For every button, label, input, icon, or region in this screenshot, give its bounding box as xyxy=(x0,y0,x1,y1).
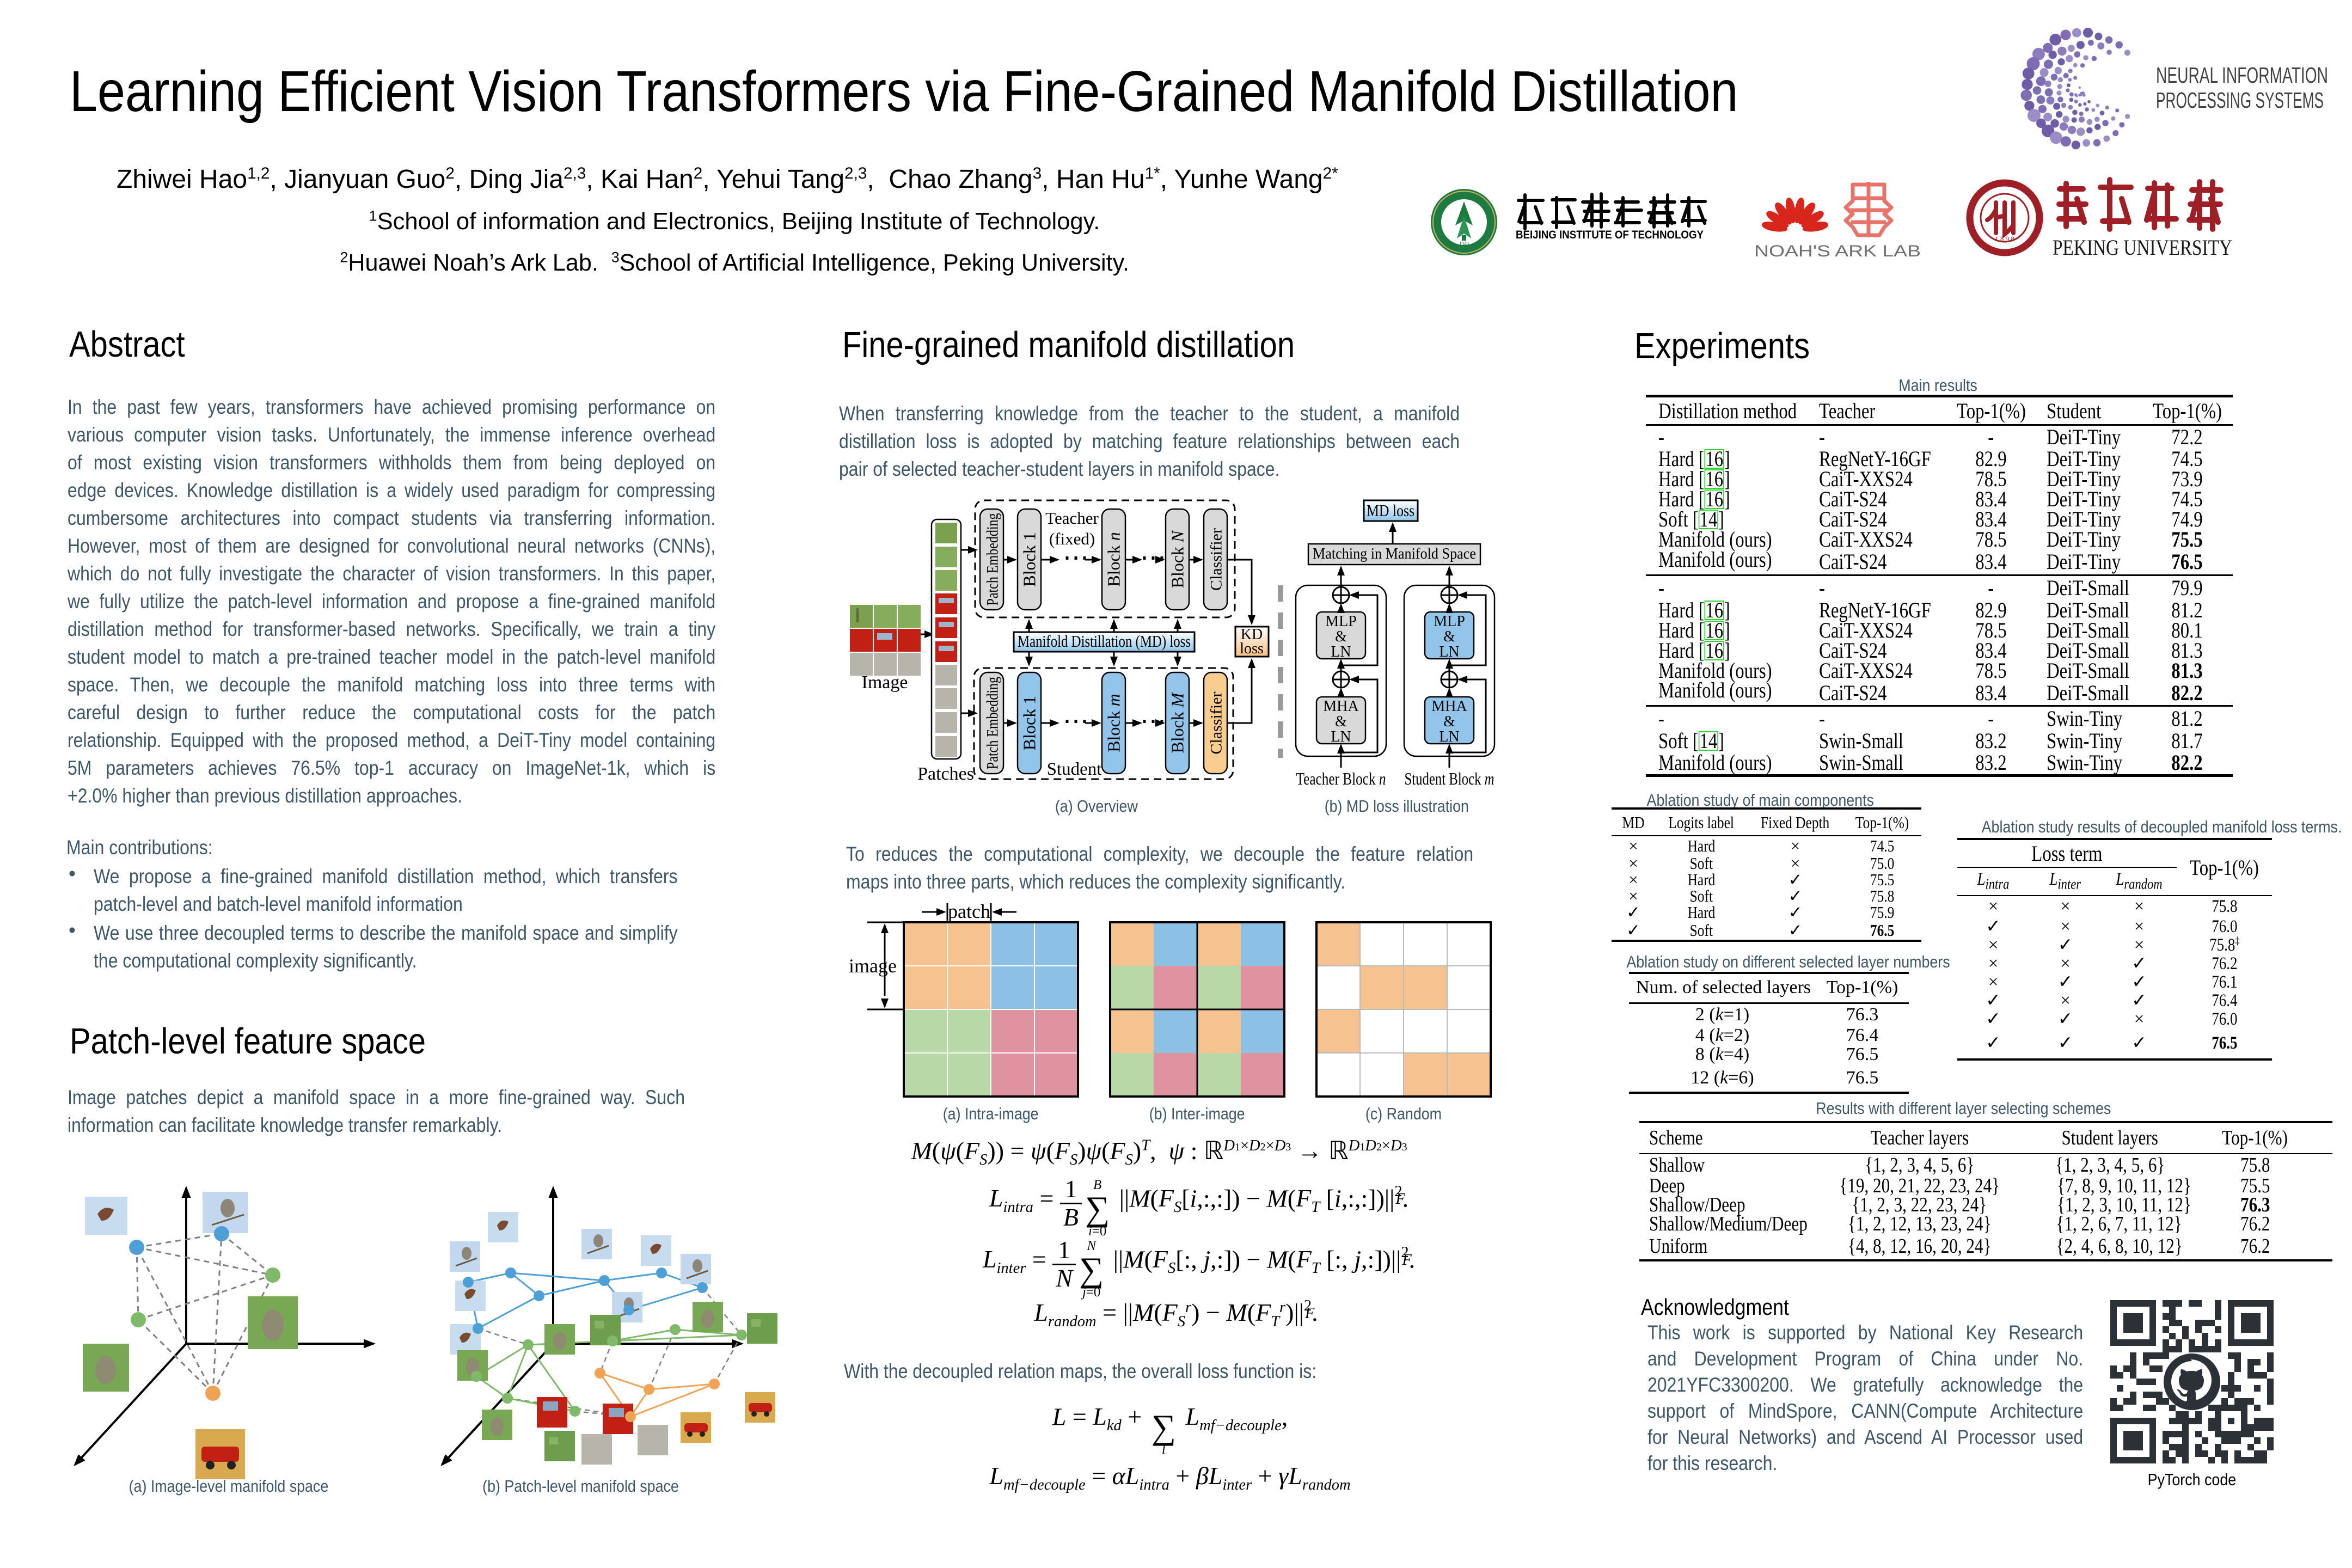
svg-text:&: & xyxy=(1335,628,1347,645)
svg-text:LN: LN xyxy=(1331,644,1351,660)
svg-text:MLP: MLP xyxy=(1325,613,1357,630)
svg-text:Block N: Block N xyxy=(1168,530,1187,588)
svg-text:MHA: MHA xyxy=(1323,698,1359,715)
svg-text:(fixed): (fixed) xyxy=(1049,529,1095,548)
svg-text:KD: KD xyxy=(1241,626,1263,643)
svg-text:1 8 9 8: 1 8 9 8 xyxy=(1995,235,2014,243)
svg-text:NOAH'S ARK LAB: NOAH'S ARK LAB xyxy=(1754,242,1921,260)
svg-text:BEIJING INSTITUTE OF TECHNOLOG: BEIJING INSTITUTE OF TECHNOLOGY xyxy=(1516,229,1704,241)
svg-text:NEURAL INFORMATION: NEURAL INFORMATION xyxy=(2156,63,2328,88)
svg-text:Teacher Block n: Teacher Block n xyxy=(1296,769,1386,788)
svg-text:⋯: ⋯ xyxy=(1140,707,1166,736)
svg-text:&: & xyxy=(1443,713,1455,730)
svg-text:Student: Student xyxy=(1047,759,1102,779)
svg-text:Student Block m: Student Block m xyxy=(1405,769,1494,788)
svg-text:Matching in Manifold Space: Matching in Manifold Space xyxy=(1313,545,1476,562)
svg-text:MD loss: MD loss xyxy=(1367,501,1414,520)
svg-text:PEKING UNIVERSITY: PEKING UNIVERSITY xyxy=(2053,235,2232,260)
svg-text:Classifier: Classifier xyxy=(1208,692,1226,755)
svg-text:image: image xyxy=(849,955,897,977)
svg-text:loss: loss xyxy=(1240,640,1264,657)
svg-text:Block 1: Block 1 xyxy=(1020,532,1039,586)
svg-text:Patch Embedding: Patch Embedding xyxy=(984,677,1002,769)
svg-text:1940: 1940 xyxy=(1459,241,1469,247)
svg-text:Block m: Block m xyxy=(1104,694,1124,752)
svg-text:&: & xyxy=(1335,713,1347,730)
svg-text:Teacher: Teacher xyxy=(1045,509,1099,528)
svg-text:Classifier: Classifier xyxy=(1208,528,1226,591)
svg-text:PROCESSING SYSTEMS: PROCESSING SYSTEMS xyxy=(2156,88,2324,113)
svg-text:Patches: Patches xyxy=(917,764,974,784)
svg-text:⋯: ⋯ xyxy=(1063,707,1089,736)
svg-text:⋯: ⋯ xyxy=(1140,543,1166,572)
svg-text:⋯: ⋯ xyxy=(1063,543,1089,572)
svg-text:LN: LN xyxy=(1439,644,1459,660)
svg-text:Patch Embedding: Patch Embedding xyxy=(984,513,1002,606)
svg-text:Block M: Block M xyxy=(1168,691,1187,753)
svg-text:Block 1: Block 1 xyxy=(1020,696,1039,750)
svg-text:&: & xyxy=(1443,628,1455,645)
svg-text:MHA: MHA xyxy=(1431,698,1467,715)
svg-text:Block n: Block n xyxy=(1104,532,1124,586)
svg-text:MLP: MLP xyxy=(1434,613,1465,630)
svg-text:Manifold Distillation (MD) los: Manifold Distillation (MD) loss xyxy=(1018,632,1191,651)
svg-text:LN: LN xyxy=(1331,728,1351,745)
svg-text:patch: patch xyxy=(948,901,990,922)
svg-text:LN: LN xyxy=(1439,728,1459,745)
svg-text:Image: Image xyxy=(862,672,908,693)
